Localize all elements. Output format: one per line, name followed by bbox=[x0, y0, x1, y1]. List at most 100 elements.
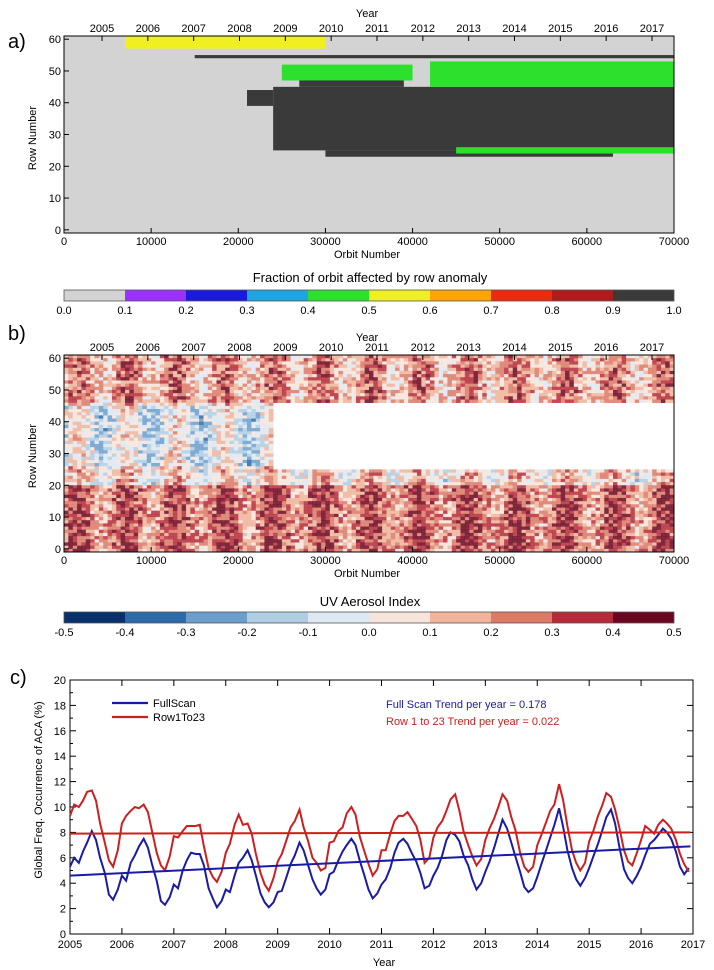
aerosol-cell bbox=[364, 472, 370, 477]
aerosol-cell bbox=[255, 418, 261, 423]
aerosol-cell bbox=[116, 428, 121, 432]
aerosol-cell bbox=[425, 399, 431, 403]
aerosol-cell bbox=[386, 367, 392, 372]
aerosol-cell bbox=[495, 469, 501, 473]
aerosol-cell bbox=[377, 370, 383, 375]
aerosol-cell bbox=[416, 367, 422, 372]
aerosol-cell bbox=[268, 355, 274, 359]
aerosol-cell bbox=[669, 386, 675, 391]
aerosol-cell bbox=[203, 380, 209, 384]
aerosol-cell bbox=[229, 396, 235, 400]
aerosol-cell bbox=[547, 478, 553, 483]
aerosol-cell bbox=[212, 383, 217, 388]
aerosol-cell bbox=[85, 434, 91, 438]
aerosol-cell bbox=[125, 443, 130, 448]
aerosol-cell bbox=[273, 472, 278, 477]
aerosol-cell bbox=[347, 497, 352, 502]
aerosol-cell bbox=[669, 380, 675, 384]
aerosol-cell bbox=[464, 491, 470, 496]
aerosol-cell bbox=[303, 361, 309, 365]
aerosol-cell bbox=[286, 504, 291, 508]
aerosol-cell bbox=[164, 374, 169, 378]
aerosol-cell bbox=[281, 494, 287, 499]
aerosol-cell bbox=[194, 501, 200, 505]
aerosol-cell bbox=[403, 386, 409, 391]
aerosol-cell bbox=[329, 355, 335, 359]
aerosol-cell bbox=[251, 377, 257, 381]
aerosol-cell bbox=[303, 478, 309, 483]
aerosol-cell bbox=[125, 497, 130, 502]
aerosol-cell bbox=[312, 396, 318, 400]
aerosol-cell bbox=[207, 450, 213, 454]
aerosol-cell bbox=[451, 478, 457, 483]
aerosol-cell bbox=[591, 491, 596, 496]
aerosol-cell bbox=[578, 370, 583, 375]
aerosol-cell bbox=[116, 364, 121, 369]
aerosol-cell bbox=[443, 491, 448, 496]
aerosol-cell bbox=[434, 399, 440, 403]
aerosol-cell bbox=[599, 358, 605, 362]
aerosol-cell bbox=[216, 396, 222, 400]
aerosol-cell bbox=[669, 370, 675, 375]
aerosol-cell bbox=[233, 355, 239, 359]
aerosol-cell bbox=[338, 377, 344, 381]
aerosol-cell bbox=[181, 456, 187, 461]
colorbar-segment bbox=[125, 290, 186, 301]
aerosol-cell bbox=[125, 364, 130, 369]
aerosol-cell bbox=[64, 488, 69, 492]
aerosol-cell bbox=[573, 364, 579, 369]
aerosol-cell bbox=[186, 374, 191, 378]
aerosol-cell bbox=[334, 380, 339, 384]
aerosol-cell bbox=[499, 380, 505, 384]
aerosol-cell bbox=[634, 383, 640, 388]
aerosol-cell bbox=[116, 409, 121, 413]
aerosol-cell bbox=[264, 450, 270, 454]
aerosol-cell bbox=[578, 393, 583, 397]
aerosol-cell bbox=[199, 443, 204, 448]
aerosol-cell bbox=[495, 355, 501, 359]
aerosol-cell bbox=[334, 389, 339, 394]
aerosol-cell bbox=[351, 478, 357, 483]
aerosol-cell bbox=[81, 418, 87, 423]
colorbar-segment bbox=[430, 290, 491, 301]
aerosol-cell bbox=[98, 355, 104, 359]
anomaly-region bbox=[273, 86, 674, 151]
aerosol-cell bbox=[203, 386, 209, 391]
aerosol-cell bbox=[107, 409, 113, 413]
aerosol-cell bbox=[408, 478, 413, 483]
aerosol-cell bbox=[386, 507, 392, 511]
aerosol-cell bbox=[133, 478, 139, 483]
aerosol-cell bbox=[626, 469, 631, 473]
aerosol-cell bbox=[538, 355, 544, 359]
aerosol-cell bbox=[142, 440, 148, 445]
aerosol-cell bbox=[229, 393, 235, 397]
aerosol-cell bbox=[120, 440, 126, 445]
aerosol-cell bbox=[630, 358, 636, 362]
aerosol-cell bbox=[294, 485, 300, 489]
aerosol-cell bbox=[142, 491, 148, 496]
aerosol-cell bbox=[377, 469, 383, 473]
aerosol-cell bbox=[64, 386, 69, 391]
aerosol-cell bbox=[151, 443, 156, 448]
aerosol-cell bbox=[264, 415, 270, 419]
aerosol-cell bbox=[168, 409, 174, 413]
aerosol-cell bbox=[216, 393, 222, 397]
aerosol-cell bbox=[90, 428, 95, 432]
aerosol-cell bbox=[98, 424, 104, 429]
aerosol-cell bbox=[565, 501, 570, 505]
aerosol-cell bbox=[608, 389, 614, 394]
aerosol-cell bbox=[373, 399, 379, 403]
aerosol-cell bbox=[251, 412, 257, 416]
aerosol-cell bbox=[186, 355, 191, 359]
aerosol-cell bbox=[194, 485, 200, 489]
aerosol-cell bbox=[399, 358, 405, 362]
aerosol-cell bbox=[190, 450, 196, 454]
aerosol-cell bbox=[316, 370, 322, 375]
aerosol-cell bbox=[164, 402, 169, 407]
aerosol-cell bbox=[390, 380, 396, 384]
aerosol-cell bbox=[68, 485, 74, 489]
aerosol-cell bbox=[395, 497, 400, 502]
aerosol-cell bbox=[107, 431, 113, 435]
aerosol-cell bbox=[190, 367, 196, 372]
aerosol-cell bbox=[212, 402, 217, 407]
